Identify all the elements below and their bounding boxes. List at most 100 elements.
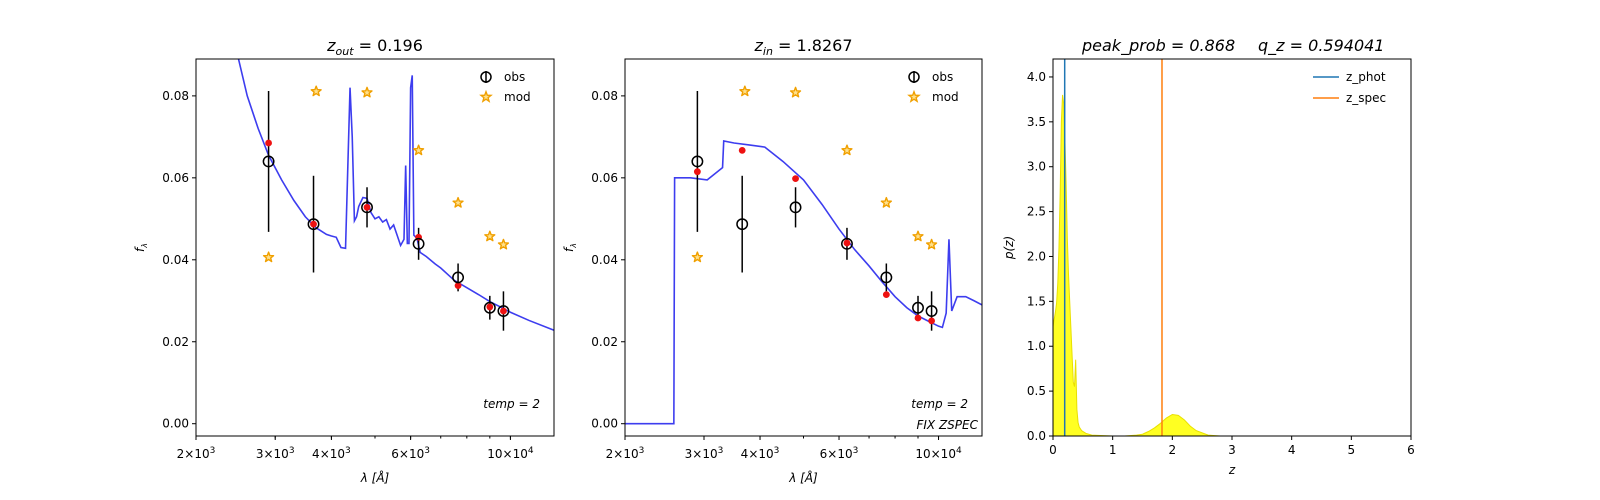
sed-panel-zout: 0.00 0.02 0.04 0.06 0.08 2×103 3×103 4×103 6×103…: [133, 36, 555, 485]
x-tick-label: 3: [1228, 443, 1236, 457]
pz-panel: 0.0 0.5 1.0 1.5 2.0 2.5 3.0 3.5 4.0 0 1 2 3 4 5 6 peak_p…: [1002, 36, 1415, 477]
obs-point-3: [412, 237, 425, 250]
obs-point-4: [452, 271, 465, 284]
annotation-temp: temp = 2: [483, 397, 540, 411]
y-tick-label: 3.5: [1027, 115, 1046, 129]
mod-star-0: [691, 251, 704, 263]
model-photometry-point-6: [500, 307, 507, 315]
model-photometry-point-5: [486, 303, 494, 311]
mod-star-6: [925, 238, 938, 250]
x-tick-label: 2×103: [177, 446, 216, 461]
model-photometry-point-1: [738, 146, 746, 154]
y-tick-label: 0.08: [591, 89, 618, 103]
legend-obs-label: obs: [504, 70, 525, 84]
x-axis-label: λ [Å]: [788, 470, 818, 485]
model-photometry-point-2: [363, 203, 371, 211]
legend: z_phot z_spec: [1313, 70, 1386, 105]
x-tick-label: 2: [1169, 443, 1177, 457]
obs-point-4: [880, 271, 893, 284]
annotation-fix-zspec: FIX ZSPEC: [916, 418, 978, 432]
y-axis-label: p(z): [1002, 236, 1016, 260]
model-photometry-point-3: [843, 239, 851, 247]
obs-point-5: [483, 301, 496, 314]
y-tick-label: 3.0: [1027, 160, 1046, 174]
plot-area: [1053, 59, 1352, 436]
mod-star-0: [262, 251, 275, 263]
legend-z-spec-label: z_spec: [1346, 91, 1386, 105]
legend-obs-label: obs: [932, 70, 953, 84]
y-axis-label: fλ: [133, 243, 149, 252]
y-tick-label: 0.06: [591, 171, 618, 185]
title-peak-prob: peak_prob = 0.868: [1081, 36, 1235, 56]
legend-obs-marker: [908, 71, 920, 83]
model-photometry-point-5: [914, 314, 922, 322]
x-tick-label: 3×103: [685, 446, 724, 461]
mod-star-1: [310, 85, 322, 97]
y-tick-label: 0.04: [591, 253, 618, 267]
mod-star-4: [880, 196, 892, 208]
obs-point-6: [497, 305, 510, 317]
obs-point-2: [361, 201, 373, 214]
legend-z-phot-label: z_phot: [1346, 70, 1386, 84]
x-tick-label: 4×103: [312, 446, 351, 461]
x-tick-label: 2×103: [606, 446, 645, 461]
legend: obs mod: [479, 70, 531, 104]
obs-point-0: [691, 155, 704, 168]
mod-star-4: [452, 196, 464, 208]
axes-frame: [1052, 58, 1412, 437]
legend-obs-marker: [480, 71, 492, 83]
obs-point-6: [925, 305, 938, 317]
annotation-temp: temp = 2: [911, 397, 968, 411]
mod-star-3: [412, 144, 425, 156]
x-tick-label: 6: [1407, 443, 1415, 457]
obs-point-1: [736, 218, 749, 231]
mod-star-2: [361, 86, 373, 98]
x-tick-label: 6×103: [820, 446, 859, 461]
model-sed-curve: [237, 59, 554, 332]
model-photometry-point-2: [792, 175, 799, 183]
x-tick-label: 5: [1348, 443, 1356, 457]
chart-title: zin = 1.8267: [754, 36, 853, 58]
x-tick-label: 10×104: [487, 446, 534, 461]
y-tick-label: 0.02: [162, 335, 189, 349]
legend: obs mod: [907, 70, 959, 104]
y-tick-label: 0.08: [162, 89, 189, 103]
y-tick-label: 0.0: [1027, 429, 1046, 443]
plot-area: [625, 85, 982, 425]
model-photometry-point-6: [928, 317, 935, 325]
y-tick-label: 0.02: [591, 335, 618, 349]
model-photometry-point-0: [265, 139, 272, 147]
x-tick-label: 4: [1288, 443, 1296, 457]
legend-mod-marker: [479, 89, 493, 103]
title-qz: q_z = 0.594041: [1258, 36, 1384, 56]
x-axis-label: λ [Å]: [360, 470, 390, 485]
mod-star-3: [841, 144, 853, 156]
obs-point-2: [789, 201, 802, 214]
y-tick-label: 2.0: [1027, 249, 1046, 263]
model-photometry-point-0: [693, 168, 701, 176]
x-tick-label: 6×103: [391, 446, 430, 461]
y-tick-label: 1.5: [1027, 294, 1046, 308]
mod-star-6: [497, 238, 510, 250]
model-photometry-point-4: [882, 291, 890, 299]
y-tick-label: 4.0: [1027, 70, 1046, 84]
legend-mod-marker: [907, 89, 921, 103]
mod-star-5: [484, 230, 496, 242]
obs-point-1: [307, 218, 320, 231]
model-sed-curve: [625, 139, 982, 425]
sed-panel-zin: 0.00 0.02 0.04 0.06 0.08 2×103 3×103 4×103 6×103…: [562, 36, 983, 485]
x-tick-label: 4×103: [741, 446, 780, 461]
x-axis-label: z: [1228, 463, 1236, 477]
mod-star-2: [789, 86, 802, 98]
mod-star-5: [912, 230, 924, 242]
obs-point-3: [841, 237, 853, 250]
y-tick-label: 0.00: [591, 417, 618, 431]
obs-point-5: [912, 301, 924, 314]
chart-title: zout = 0.196: [326, 36, 423, 58]
x-tick-label: 0: [1049, 443, 1057, 457]
y-tick-label: 0.06: [162, 171, 189, 185]
plot-area: [237, 59, 554, 332]
x-tick-label: 10×104: [915, 446, 962, 461]
legend-mod-label: mod: [504, 90, 531, 104]
